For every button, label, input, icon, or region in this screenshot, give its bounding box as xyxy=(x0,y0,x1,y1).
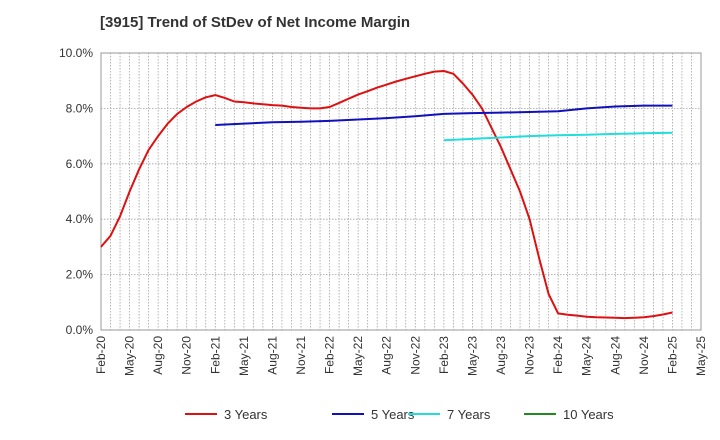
series-line xyxy=(443,131,673,142)
x-tick-label: May-25 xyxy=(694,336,708,376)
x-tick-label: May-21 xyxy=(237,336,251,376)
series-line xyxy=(100,70,673,320)
legend-label: 7 Years xyxy=(447,407,491,422)
x-tick-label: May-24 xyxy=(580,336,594,376)
legend-label: 3 Years xyxy=(224,407,268,422)
x-tick-label: Feb-21 xyxy=(208,336,222,374)
y-tick-label: 6.0% xyxy=(66,157,94,171)
x-tick-label: May-22 xyxy=(351,336,365,376)
x-tick-label: Aug-24 xyxy=(608,336,622,375)
series-line xyxy=(215,104,673,126)
x-tick-label: Nov-24 xyxy=(637,336,651,375)
chart-title: [3915] Trend of StDev of Net Income Marg… xyxy=(100,14,411,31)
y-tick-label: 8.0% xyxy=(66,101,94,115)
y-tick-label: 4.0% xyxy=(66,212,94,226)
legend-label: 10 Years xyxy=(563,407,614,422)
x-tick-label: Nov-23 xyxy=(523,336,537,375)
y-tick-label: 0.0% xyxy=(66,323,94,337)
x-tick-label: May-23 xyxy=(465,336,479,376)
x-tick-label: Nov-20 xyxy=(180,336,194,375)
x-tick-label: Feb-23 xyxy=(437,336,451,374)
legend-label: 5 Years xyxy=(371,407,415,422)
x-tick-label: Aug-21 xyxy=(265,336,279,375)
x-tick-label: Aug-22 xyxy=(380,336,394,375)
x-tick-label: Feb-22 xyxy=(323,336,337,374)
x-tick-label: Nov-21 xyxy=(294,336,308,375)
x-tick-label: Aug-20 xyxy=(151,336,165,375)
x-tick-label: Feb-25 xyxy=(665,336,679,374)
x-tick-label: May-20 xyxy=(123,336,137,376)
y-tick-label: 2.0% xyxy=(66,268,94,282)
plot-area xyxy=(100,52,702,331)
x-tick-label: Nov-22 xyxy=(408,336,422,375)
x-tick-label: Feb-24 xyxy=(551,336,565,374)
x-tick-label: Aug-23 xyxy=(494,336,508,375)
x-tick-label: Feb-20 xyxy=(94,336,108,374)
y-tick-label: 10.0% xyxy=(59,46,93,60)
